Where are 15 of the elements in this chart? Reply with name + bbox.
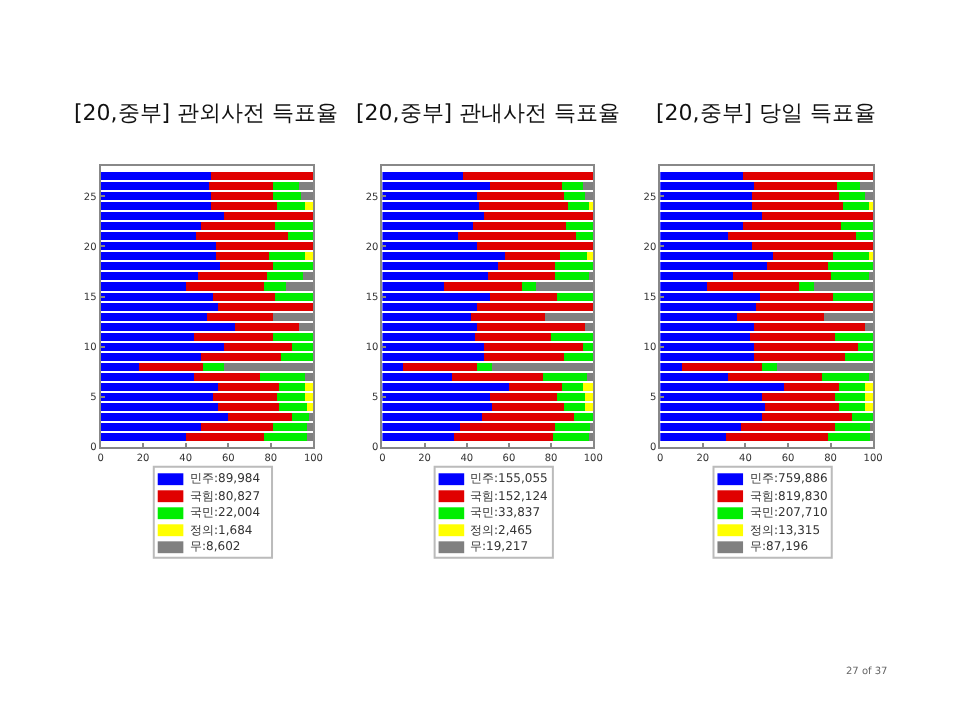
chart-title: [20,중부] 당일 득표율	[656, 100, 877, 126]
bar	[868, 202, 874, 211]
bar	[202, 362, 225, 371]
bar	[868, 252, 874, 261]
bar	[586, 252, 594, 261]
chart-title: [20,중부] 관외사전 득표율	[74, 100, 339, 126]
bar	[832, 292, 874, 301]
bar	[304, 252, 314, 261]
bar	[521, 282, 537, 291]
bar	[557, 292, 594, 301]
bar	[477, 362, 493, 371]
bar	[762, 362, 778, 371]
bar	[304, 202, 314, 211]
chart-title: [20,중부] 관내사전 득표율	[356, 100, 621, 126]
bar	[798, 282, 814, 291]
